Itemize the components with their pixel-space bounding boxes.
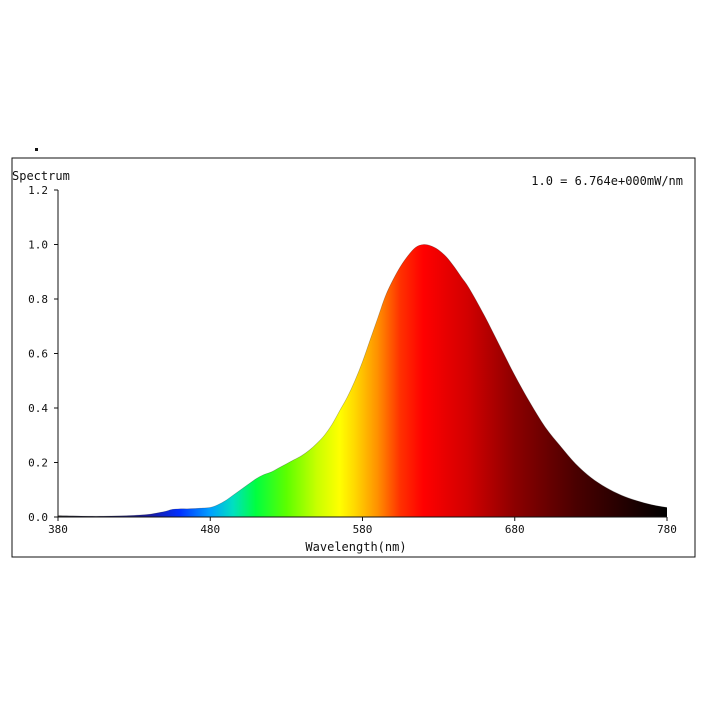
y-tick-label: 0.0 — [28, 511, 48, 524]
x-tick-label: 680 — [505, 523, 525, 536]
y-tick-label: 0.2 — [28, 457, 48, 470]
y-tick-label: 0.4 — [28, 402, 48, 415]
y-tick-label: 1.0 — [28, 239, 48, 252]
y-axis: 0.0 0.2 0.4 0.6 0.8 1.0 1.2 — [28, 184, 59, 524]
scale-note: 1.0 = 6.764e+000mW/nm — [531, 174, 683, 188]
x-tick-label: 480 — [200, 523, 220, 536]
spectrum-line — [57, 244, 668, 517]
panel-title: Spectrum — [12, 169, 70, 183]
y-tick-label: 0.6 — [28, 348, 48, 361]
x-tick-label: 380 — [48, 523, 68, 536]
y-tick-label: 1.2 — [28, 184, 48, 197]
corner-mark — [35, 148, 38, 151]
x-axis: 380 480 580 680 780 — [48, 516, 677, 536]
x-tick-label: 780 — [657, 523, 677, 536]
y-tick-label: 0.8 — [28, 293, 48, 306]
x-tick-label: 580 — [353, 523, 373, 536]
x-axis-label: Wavelength(nm) — [305, 540, 406, 554]
